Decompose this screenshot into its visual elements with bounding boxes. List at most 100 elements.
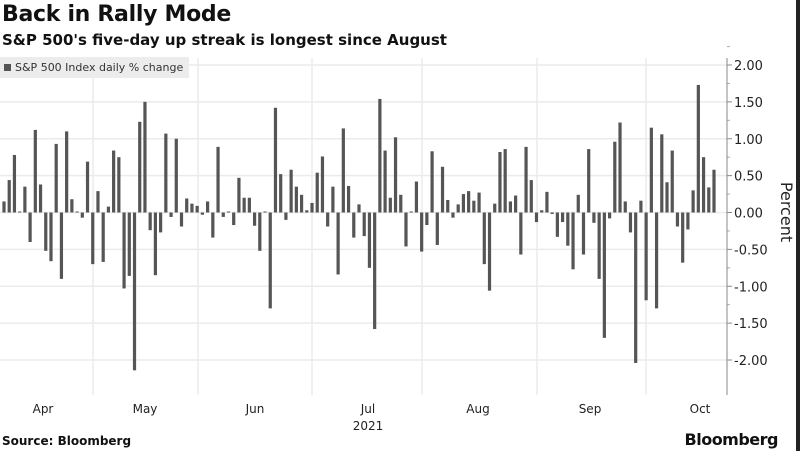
y-axis-label: Percent bbox=[777, 182, 796, 242]
bar bbox=[101, 212, 105, 262]
bar bbox=[440, 166, 445, 213]
bar bbox=[143, 101, 147, 213]
bar bbox=[179, 212, 184, 227]
x-tick-label: Apr bbox=[33, 402, 54, 416]
bar bbox=[691, 190, 695, 213]
bar bbox=[498, 152, 502, 213]
bar bbox=[493, 203, 497, 213]
bar bbox=[707, 187, 711, 213]
y-tick-label: 2.00 bbox=[734, 59, 763, 74]
bar bbox=[232, 212, 236, 226]
bar bbox=[529, 180, 533, 213]
right-edge bbox=[796, 0, 800, 451]
bar bbox=[451, 212, 455, 218]
bar bbox=[388, 197, 392, 213]
y-tick-label: -1.00 bbox=[734, 280, 768, 295]
bar bbox=[315, 172, 319, 213]
bar bbox=[247, 197, 251, 213]
bar bbox=[148, 212, 152, 231]
bar bbox=[425, 212, 429, 226]
bar bbox=[660, 134, 664, 213]
bar bbox=[701, 157, 706, 213]
bar bbox=[200, 212, 204, 215]
x-tick-label: Jun bbox=[245, 402, 265, 416]
bar bbox=[487, 212, 492, 291]
bar bbox=[456, 204, 460, 213]
bar bbox=[404, 212, 408, 247]
bar bbox=[446, 199, 450, 213]
bar bbox=[138, 121, 142, 213]
bar bbox=[221, 212, 225, 217]
bar bbox=[33, 129, 37, 213]
bar bbox=[132, 212, 137, 371]
bar bbox=[623, 201, 627, 213]
bar bbox=[59, 212, 64, 279]
bar bbox=[571, 212, 575, 270]
bar bbox=[28, 212, 32, 242]
bar bbox=[670, 150, 674, 213]
bar bbox=[514, 195, 518, 213]
x-tick-label: Sep bbox=[579, 402, 602, 416]
y-tick-label: 0.00 bbox=[734, 207, 763, 222]
x-tick-label: May bbox=[133, 402, 158, 416]
source-note: Source: Bloomberg bbox=[2, 434, 132, 448]
bar bbox=[566, 212, 570, 246]
bar bbox=[362, 212, 366, 237]
bar bbox=[211, 212, 215, 238]
bar bbox=[696, 84, 700, 213]
bar bbox=[503, 149, 507, 213]
bar bbox=[540, 210, 544, 213]
bar bbox=[326, 212, 330, 227]
bar bbox=[91, 212, 95, 265]
bar bbox=[85, 161, 90, 213]
bar bbox=[367, 212, 372, 268]
bar bbox=[587, 149, 591, 213]
bar bbox=[393, 137, 398, 213]
bar bbox=[164, 133, 168, 213]
bar bbox=[597, 212, 601, 279]
bar bbox=[153, 212, 157, 276]
bar bbox=[237, 177, 241, 213]
bar bbox=[675, 212, 680, 227]
bar bbox=[644, 212, 648, 301]
bar bbox=[2, 201, 6, 213]
legend-swatch bbox=[4, 64, 11, 71]
bar bbox=[430, 151, 434, 213]
x-tick-label: Oct bbox=[690, 402, 711, 416]
bar bbox=[686, 212, 690, 230]
bar bbox=[7, 180, 11, 213]
bar bbox=[38, 184, 43, 213]
bar bbox=[550, 212, 554, 214]
bar bbox=[159, 212, 163, 233]
bar bbox=[305, 210, 309, 213]
bar bbox=[472, 200, 476, 213]
bar bbox=[508, 201, 512, 213]
bar bbox=[477, 192, 481, 213]
bar bbox=[435, 212, 439, 245]
x-year-label: 2021 bbox=[353, 419, 384, 433]
bar bbox=[273, 107, 278, 213]
bar bbox=[226, 211, 231, 213]
bar bbox=[206, 201, 210, 213]
bar bbox=[174, 138, 178, 213]
legend: S&P 500 Index daily % change bbox=[0, 57, 190, 78]
bar bbox=[169, 212, 173, 217]
x-tick-label: Aug bbox=[466, 402, 489, 416]
bar bbox=[613, 141, 617, 213]
bar bbox=[117, 157, 121, 213]
bar bbox=[654, 212, 659, 309]
bar bbox=[44, 212, 48, 251]
y-tick-label: -2.00 bbox=[734, 354, 768, 369]
bar bbox=[581, 212, 586, 255]
bar bbox=[336, 212, 340, 275]
bar bbox=[482, 212, 486, 265]
bar bbox=[576, 194, 580, 213]
bar bbox=[649, 127, 653, 213]
bar bbox=[378, 98, 382, 213]
bar bbox=[18, 211, 22, 213]
bar bbox=[555, 212, 559, 237]
bar bbox=[112, 150, 116, 213]
bar bbox=[54, 143, 58, 213]
bar bbox=[712, 169, 716, 213]
